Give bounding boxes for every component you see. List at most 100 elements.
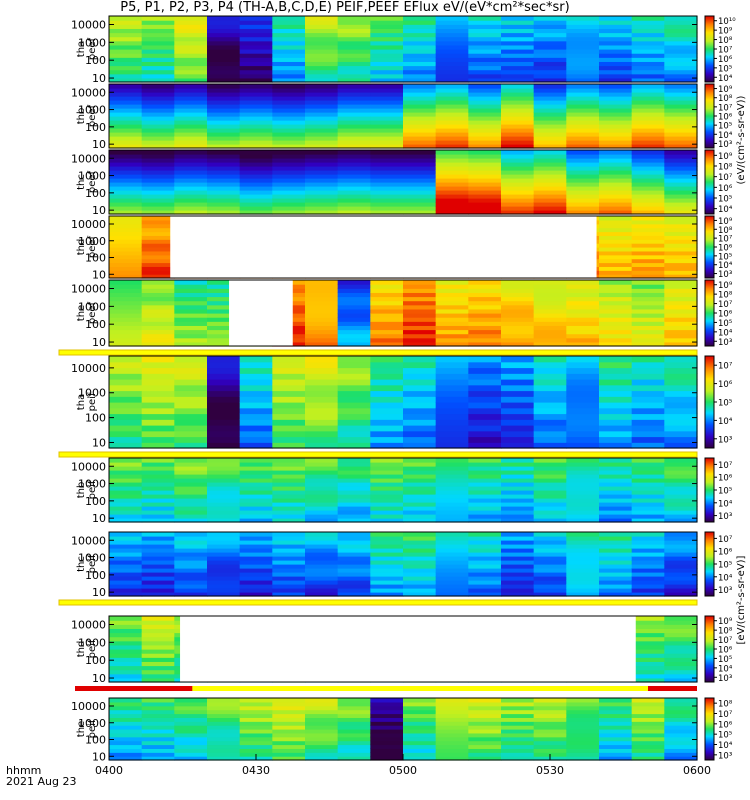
- heatmap-cell: [174, 540, 208, 545]
- colorbar-tick-label: 10⁴: [718, 328, 733, 338]
- heatmap-cell: [239, 748, 273, 753]
- heatmap-cell: [566, 16, 600, 21]
- heatmap-cell: [664, 96, 698, 101]
- heatmap-cell: [109, 576, 143, 581]
- heatmap-cell: [501, 174, 535, 179]
- heatmap-cell: [664, 136, 698, 141]
- heatmap-cell: [403, 16, 437, 21]
- heatmap-cell: [664, 144, 698, 149]
- heatmap-cell: [337, 100, 371, 105]
- heatmap-cell: [109, 552, 143, 557]
- heatmap-cell: [664, 243, 698, 248]
- heatmap-cell: [403, 194, 437, 199]
- heatmap-cell: [435, 402, 469, 409]
- heatmap-cell: [435, 158, 469, 163]
- heatmap-cell: [239, 32, 273, 38]
- heatmap-cell: [141, 486, 175, 491]
- panel-frame: [108, 83, 698, 149]
- heatmap-cell: [370, 206, 404, 211]
- heatmap-cell: [174, 325, 208, 331]
- heatmap-cell: [566, 140, 600, 145]
- heatmap-cell: [501, 482, 535, 487]
- heatmap-cell: [272, 756, 306, 761]
- heatmap-cell: [566, 701, 600, 707]
- heatmap-cell: [141, 510, 175, 515]
- heatmap-cell: [337, 280, 371, 285]
- heatmap-cell: [207, 532, 241, 537]
- heatmap-cell: [109, 425, 143, 432]
- heatmap-cell: [403, 474, 437, 479]
- heatmap-cell: [599, 698, 633, 703]
- heatmap-cell: [239, 36, 273, 42]
- colorbar-tick-label: 10³: [718, 751, 732, 761]
- heatmap-cell: [435, 154, 469, 159]
- heatmap-cell: [468, 16, 502, 21]
- heatmap-cell: [599, 576, 633, 581]
- heatmap-cell: [305, 384, 339, 392]
- heatmap-cell: [533, 721, 567, 726]
- heatmap-cell: [239, 470, 273, 475]
- heatmap-cell: [305, 425, 339, 432]
- heatmap-cell: [272, 532, 306, 537]
- heatmap-cell: [599, 69, 633, 75]
- heatmap-cell: [599, 367, 633, 374]
- heatmap-cell: [533, 206, 567, 211]
- heatmap-cell: [501, 752, 535, 757]
- heatmap-cell: [109, 65, 143, 71]
- heatmap-cell: [435, 329, 469, 335]
- heatmap-cell: [141, 474, 175, 479]
- heatmap-cell: [370, 61, 404, 67]
- heatmap-cell: [141, 748, 175, 753]
- heatmap-cell: [109, 262, 143, 267]
- heatmap-cell: [337, 532, 371, 537]
- heatmap-cell: [664, 478, 698, 483]
- heatmap-cell: [403, 498, 437, 503]
- heatmap-cell: [566, 379, 600, 386]
- heatmap-cell: [272, 112, 306, 117]
- heatmap-cell: [141, 44, 175, 50]
- heatmap-cell: [599, 227, 633, 233]
- heatmap-cell: [533, 36, 567, 42]
- heatmap-cell: [207, 514, 241, 519]
- heatmap-cell: [566, 713, 600, 718]
- heatmap-cell: [435, 92, 469, 97]
- heatmap-cell: [272, 69, 306, 75]
- heatmap-cell: [337, 478, 371, 483]
- heatmap-cell: [599, 210, 633, 215]
- heatmap-cell: [468, 430, 502, 438]
- heatmap-cell: [664, 235, 698, 240]
- heatmap-cell: [337, 482, 371, 487]
- heatmap-cell: [533, 202, 567, 207]
- heatmap-cell: [403, 124, 437, 129]
- heatmap-cell: [272, 36, 306, 42]
- heatmap-cell: [533, 732, 567, 738]
- heatmap-cell: [631, 669, 665, 675]
- heatmap-cell: [207, 304, 241, 310]
- heatmap-cell: [207, 740, 241, 746]
- heatmap-cell: [468, 69, 502, 75]
- heatmap-cell: [664, 65, 698, 71]
- heatmap-cell: [631, 77, 665, 83]
- heatmap-cell: [468, 486, 502, 491]
- heatmap-cell: [599, 494, 633, 499]
- heatmap-cell: [370, 32, 404, 38]
- heatmap-cell: [631, 653, 665, 658]
- heatmap-cell: [141, 57, 175, 62]
- heatmap-cell: [631, 442, 665, 449]
- heatmap-cell: [468, 341, 502, 347]
- heatmap-cell: [239, 120, 273, 125]
- heatmap-cell: [305, 144, 339, 149]
- heatmap-cell: [174, 701, 208, 707]
- heatmap-cell: [141, 568, 175, 573]
- colorbar-tick-label: 10³: [718, 338, 732, 348]
- heatmap-cell: [239, 206, 273, 211]
- x-tick-label: 0530: [536, 764, 564, 777]
- heatmap-cell: [174, 36, 208, 42]
- heatmap-cell: [337, 540, 371, 545]
- heatmap-cell: [468, 717, 502, 722]
- heatmap-cell: [566, 402, 600, 409]
- colorbar-tick-label: 10⁷: [718, 103, 733, 113]
- heatmap-cell: [272, 132, 306, 137]
- heatmap-cell: [337, 744, 371, 749]
- heatmap-cell: [631, 61, 665, 67]
